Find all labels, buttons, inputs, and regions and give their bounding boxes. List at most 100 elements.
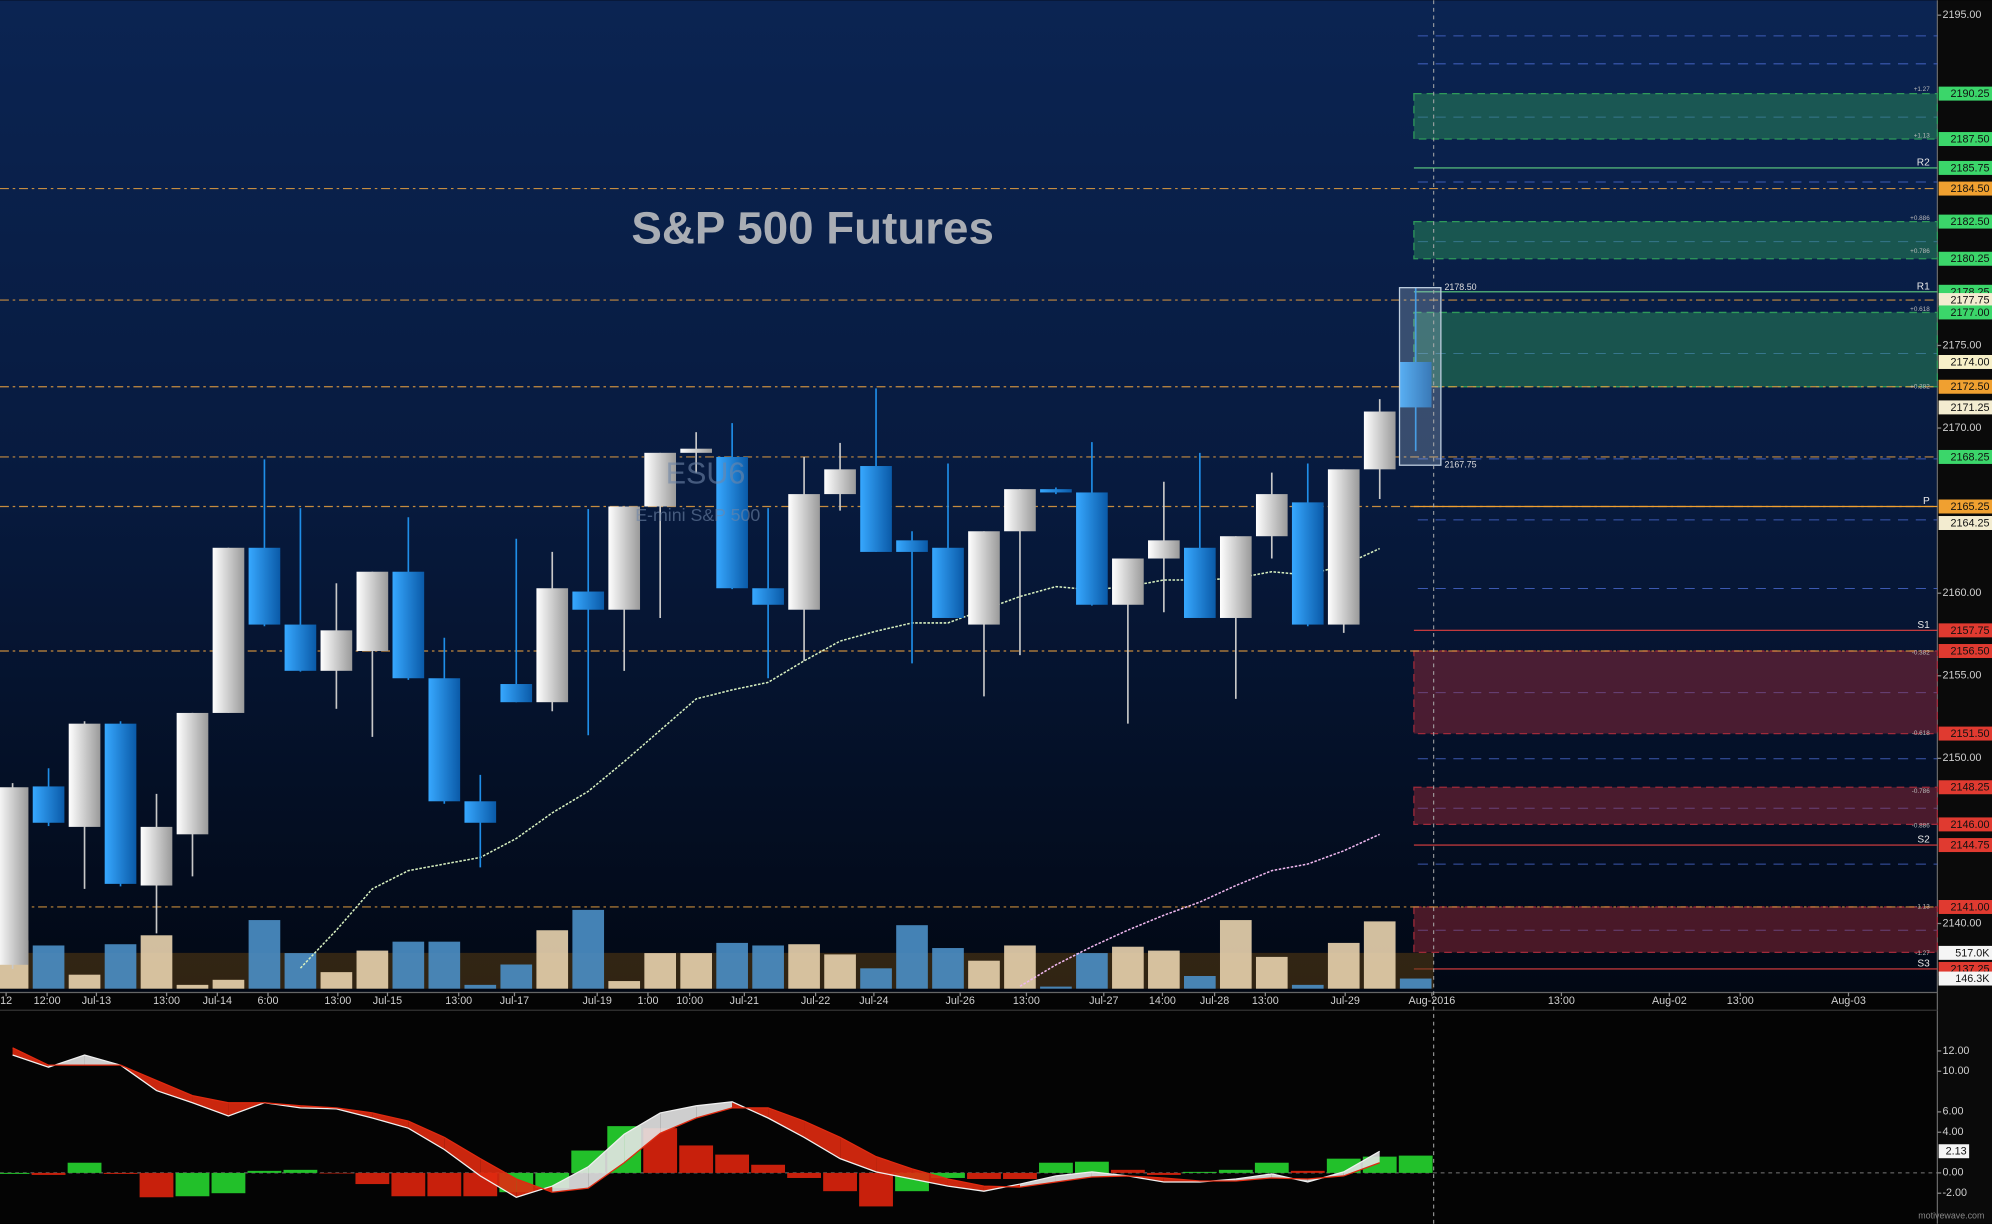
level-box: [1938, 817, 1992, 832]
volume-box: [1938, 945, 1992, 960]
candle-body: [1076, 492, 1108, 605]
macd-histogram: [0, 1172, 30, 1174]
volume-bar: [644, 953, 677, 989]
candle-body: [932, 547, 964, 618]
symbol-watermark: ESU6: [666, 456, 746, 490]
zone: [1413, 311, 1939, 388]
level-box: [1938, 293, 1992, 308]
level-label: 2185.75: [1950, 162, 1989, 174]
volume-bar: [32, 945, 65, 989]
macd-histogram: [247, 1170, 282, 1173]
macd-histogram: [391, 1172, 426, 1197]
macd-ribbon: [516, 1178, 553, 1198]
level-box: [1938, 780, 1992, 795]
macd-ribbon: [372, 1112, 409, 1129]
candle-body: [212, 547, 245, 713]
level-label: 2190.25: [1950, 88, 1989, 100]
x-tick-label: Aug-02: [1652, 995, 1687, 1007]
candle-body: [824, 469, 856, 495]
fib-label: -1.13: [1915, 904, 1930, 911]
volume-bar: [752, 945, 784, 989]
macd-histogram: [103, 1172, 138, 1174]
macd-ribbon: [156, 1080, 193, 1103]
macd-histogram: [1110, 1169, 1145, 1173]
x-tick-label: Jul-13: [82, 995, 111, 1007]
macd-histogram: [175, 1172, 210, 1197]
macd-histogram: [787, 1172, 821, 1178]
macd-current-label: 2.13: [1946, 1146, 1967, 1158]
volume-bar: [464, 984, 497, 989]
level-label: 2168.25: [1950, 451, 1989, 463]
y-tick-label: 2195.00: [1942, 9, 1981, 21]
zone: [1413, 220, 1939, 260]
level-label: 2174.00: [1950, 356, 1989, 368]
x-tick-label: Jul-21: [730, 995, 759, 1007]
x-tick-label: 10:00: [676, 995, 703, 1007]
x-tick-label: Jul-27: [1089, 995, 1118, 1007]
volume-bar: [284, 953, 317, 989]
level-box: [1938, 251, 1992, 266]
level-box: [1938, 400, 1992, 415]
macd-histogram: [1039, 1162, 1073, 1173]
y-tick-label: 2140.00: [1942, 917, 1981, 929]
macd-histogram: [1003, 1172, 1037, 1179]
fib-label: +0.786: [1910, 248, 1930, 255]
macd-ribbon: [840, 1137, 877, 1172]
macd-histogram: [967, 1172, 1001, 1179]
y-tick-label: 2160.00: [1942, 587, 1981, 599]
x-tick-label: 13:00: [1252, 995, 1279, 1007]
volume-bar: [140, 935, 173, 989]
fib-label: -0.786: [1912, 788, 1930, 795]
candle-body: [1255, 494, 1288, 537]
x-tick-label: 12: [0, 995, 12, 1007]
level-label: 2177.00: [1950, 307, 1989, 319]
x-tick-label: 1:00: [637, 995, 658, 1007]
level-label: 2187.50: [1950, 134, 1989, 146]
volume-bar: [320, 972, 353, 989]
level-box: [1938, 900, 1992, 914]
y-tick-label: 2150.00: [1942, 752, 1981, 764]
x-tick-label: 13:00: [153, 995, 180, 1007]
fib-label: -0.886: [1912, 823, 1930, 830]
volume-bar: [896, 925, 928, 989]
macd-histogram: [67, 1162, 102, 1173]
volume-bar: [1399, 978, 1432, 989]
level-box: [1938, 160, 1992, 175]
macd-ribbon: [1343, 1151, 1380, 1176]
macd-tick-label: 6.00: [1942, 1106, 1963, 1118]
y-tick-label: 2155.00: [1942, 670, 1981, 682]
projection-lines: [1417, 35, 1938, 931]
candle-body: [356, 571, 389, 652]
macd-ribbon: [1055, 1171, 1092, 1183]
volume-bar: [860, 968, 892, 989]
volume-bar: [356, 950, 389, 989]
pivot-label: P: [1923, 496, 1930, 507]
level-label: 2180.25: [1950, 253, 1989, 265]
level-label: 2164.25: [1950, 517, 1989, 529]
candle-body: [968, 531, 1000, 625]
x-tick-label: 13:00: [324, 995, 351, 1007]
macd-histogram: [1290, 1170, 1325, 1173]
level-label: 2151.50: [1950, 728, 1989, 740]
x-tick-label: Jul-14: [203, 995, 232, 1007]
level-box: [1938, 305, 1992, 320]
level-box: [1938, 449, 1992, 464]
macd-ribbon: [192, 1095, 229, 1116]
macd-ribbon: [947, 1178, 984, 1192]
candle-body: [1040, 489, 1072, 493]
candle-body: [1327, 469, 1360, 625]
volume-bar: [1291, 984, 1324, 989]
level-box: [1938, 838, 1992, 853]
macd-ribbon: [1020, 1175, 1056, 1188]
volume-box: [1938, 971, 1992, 986]
level-box: [1938, 132, 1992, 147]
volume-bar: [1184, 976, 1216, 989]
macd-histogram: [1218, 1169, 1253, 1173]
price-axis: [1937, 0, 1992, 1224]
macd-histogram: [859, 1172, 893, 1207]
pivot-label: S3: [1917, 959, 1930, 970]
volume-bar: [392, 941, 425, 989]
x-tick-label: Aug-03: [1831, 995, 1866, 1007]
level-label: 2146.00: [1950, 819, 1989, 831]
x-tick-label: 6:00: [258, 995, 279, 1007]
